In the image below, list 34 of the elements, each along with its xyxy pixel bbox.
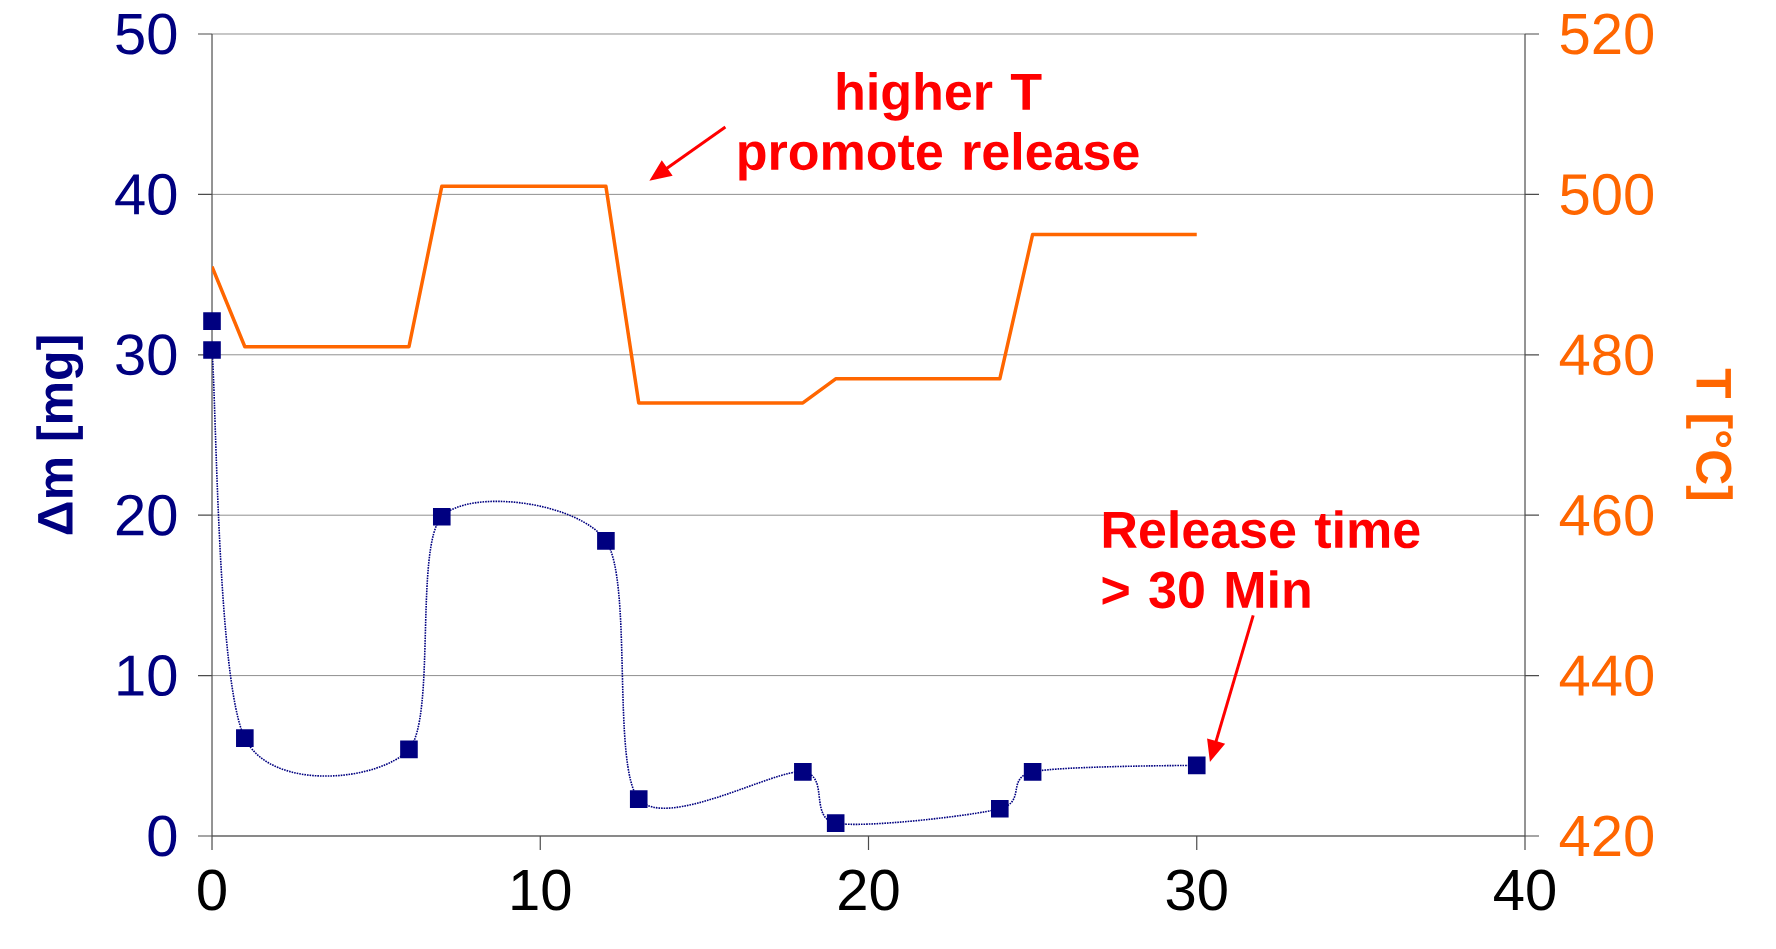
point [432, 507, 451, 526]
y-tick-label: 40 [115, 173, 177, 215]
point [826, 814, 845, 832]
line-series [212, 184, 1199, 405]
y-tick-label: 20 [116, 494, 177, 536]
point [236, 729, 254, 747]
point [1023, 763, 1042, 781]
y2-tick-label: 480 [1559, 334, 1654, 376]
point [203, 312, 221, 330]
point [203, 341, 221, 359]
x-tick-label: 30 [1166, 869, 1227, 911]
y-tick-label: 0 [148, 815, 177, 857]
y2-tick-label: 500 [1560, 173, 1654, 215]
y2-tick-label: 420 [1559, 815, 1654, 857]
y2-tick-label: 520 [1560, 13, 1654, 55]
x-tick-label: 40 [1494, 869, 1555, 911]
point [794, 763, 812, 781]
y2-tick-label: 440 [1559, 655, 1654, 697]
x-tick-label: 0 [198, 869, 226, 911]
point [597, 532, 615, 550]
point [991, 799, 1009, 818]
x-tick-label: 10 [512, 869, 571, 911]
y2-axis-title: T [°C] [1686, 368, 1733, 500]
y-axis-title: Δm [mg] [36, 336, 84, 535]
point [400, 740, 418, 759]
point [629, 790, 648, 808]
y-tick-label: 10 [118, 655, 177, 697]
x-tick-label: 20 [839, 869, 899, 911]
y-tick-label: 50 [116, 13, 177, 55]
y2-tick-label: 460 [1559, 494, 1654, 536]
annotation: Release time > 30 Min [1102, 510, 1420, 609]
annotation: higher T promote release [739, 71, 1139, 181]
y-tick-label: 30 [116, 334, 177, 376]
point [1187, 756, 1206, 775]
